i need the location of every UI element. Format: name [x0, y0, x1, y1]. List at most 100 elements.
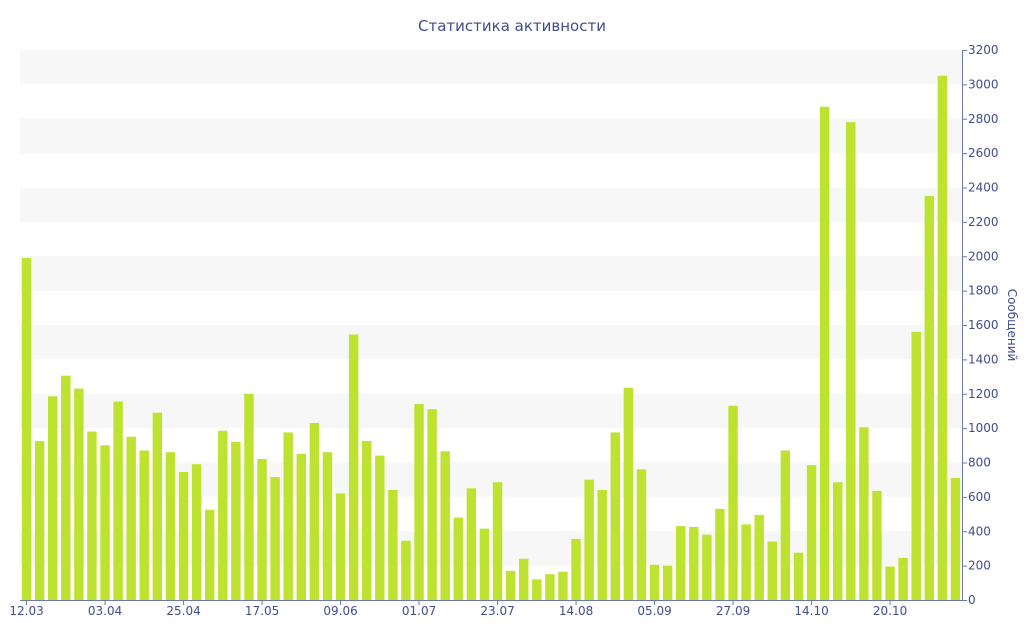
x-tick-label: 12.03	[9, 604, 43, 618]
bar	[87, 431, 97, 600]
bar	[335, 493, 346, 600]
bar	[492, 482, 503, 600]
bar	[846, 122, 856, 600]
y-tick-label: 1200	[968, 387, 999, 401]
y-axis-ticks: 0 200 400 600 800 1000 1200 1400 1600 1800 2000 220…	[962, 43, 999, 607]
y-axis-label: Сообщений	[1005, 289, 1019, 362]
bar	[453, 517, 464, 600]
bar	[518, 558, 529, 600]
y-tick-label: 200	[968, 559, 991, 573]
bar	[832, 482, 843, 600]
bar	[793, 552, 804, 600]
bar	[571, 538, 581, 600]
y-tick-label: 0	[968, 593, 976, 607]
bar	[662, 565, 673, 600]
bar	[505, 570, 516, 600]
bar	[937, 75, 948, 600]
bar	[898, 557, 908, 600]
bar	[61, 375, 71, 600]
bar	[819, 106, 830, 600]
bar	[532, 579, 542, 600]
grid-band	[20, 393, 962, 429]
bar	[126, 436, 136, 600]
bar	[440, 451, 450, 600]
y-tick-label: 1000	[968, 421, 999, 435]
bar	[911, 331, 921, 600]
bar	[348, 334, 359, 600]
bar	[100, 445, 110, 600]
x-tick-label: 17.05	[245, 604, 279, 618]
y-tick-label: 1800	[968, 284, 999, 298]
bar	[270, 477, 280, 600]
bar	[767, 541, 778, 600]
y-tick-label: 2800	[968, 112, 999, 126]
y-tick-label: 400	[968, 524, 991, 538]
bar	[950, 477, 961, 600]
grid-band	[20, 256, 962, 291]
bar	[584, 479, 594, 600]
bar	[21, 257, 32, 600]
y-tick-label: 1600	[968, 318, 999, 332]
x-tick-label: 09.06	[323, 604, 357, 618]
bar	[597, 490, 607, 600]
y-tick-label: 1400	[968, 352, 999, 366]
x-tick-label: 25.04	[166, 604, 200, 618]
y-tick-label: 2600	[968, 146, 999, 160]
bar	[636, 469, 647, 600]
bar	[244, 393, 254, 600]
bar	[296, 453, 307, 600]
bar	[361, 441, 372, 600]
grid-band	[20, 118, 962, 154]
bar	[610, 432, 621, 600]
bar	[702, 534, 712, 600]
x-tick-label: 27.09	[716, 604, 750, 618]
x-tick-label: 23.07	[480, 604, 514, 618]
bar	[257, 459, 267, 600]
grid-band	[20, 187, 962, 222]
bar	[74, 388, 84, 600]
bar	[191, 464, 202, 600]
bar-series	[21, 75, 961, 600]
bar	[689, 526, 699, 600]
x-tick-label: 14.10	[794, 604, 828, 618]
grid-band	[20, 325, 962, 360]
bar	[649, 564, 660, 600]
bar	[139, 450, 150, 600]
bar	[806, 465, 817, 600]
bar	[754, 514, 764, 600]
grid-band	[20, 462, 962, 497]
bar	[375, 455, 385, 600]
y-tick-label: 600	[968, 490, 991, 504]
bar	[715, 508, 725, 600]
bar	[231, 441, 241, 600]
x-tick-label: 03.04	[88, 604, 122, 618]
y-tick-label: 2000	[968, 249, 999, 263]
bar	[479, 528, 490, 600]
grid-bands	[20, 50, 962, 566]
bar	[427, 409, 437, 600]
bar	[47, 396, 58, 600]
y-tick-label: 800	[968, 456, 991, 470]
bar	[466, 488, 477, 600]
x-tick-label: 01.07	[402, 604, 436, 618]
bar	[780, 450, 791, 600]
bar	[204, 509, 215, 600]
x-tick-label: 05.09	[637, 604, 671, 618]
x-tick-label: 20.10	[873, 604, 907, 618]
bar	[741, 524, 751, 600]
bar	[885, 566, 895, 600]
bar	[178, 471, 189, 600]
bar	[675, 526, 686, 600]
bar	[165, 452, 176, 600]
grid-band	[20, 50, 962, 85]
bar	[34, 441, 45, 600]
bar	[322, 452, 333, 600]
y-tick-label: 3000	[968, 77, 999, 91]
bar	[218, 430, 228, 600]
x-tick-label: 14.08	[559, 604, 593, 618]
x-axis-ticks: 12.03 03.04 25.04 17.05 09.06 01.07 23.07 14.08…	[9, 600, 907, 618]
chart-title: Статистика активности	[418, 17, 606, 35]
y-tick-label: 2200	[968, 215, 999, 229]
